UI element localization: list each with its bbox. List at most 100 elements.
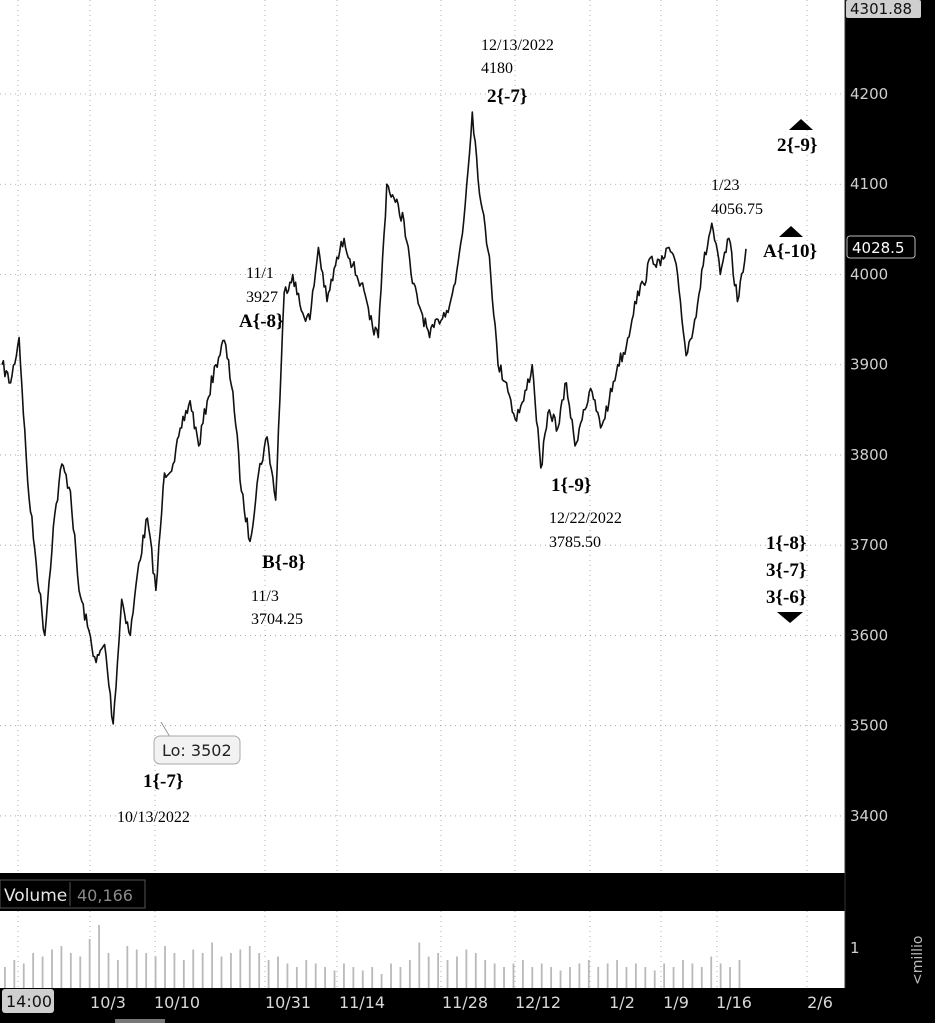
volume-bar	[625, 967, 628, 988]
volume-bar	[13, 960, 16, 988]
volume-bar	[295, 967, 298, 988]
volume-bar	[484, 960, 487, 988]
volume-bar	[248, 946, 251, 988]
volume-bar	[380, 974, 383, 988]
volume-bar	[390, 963, 392, 988]
volume-bar	[4, 967, 6, 988]
volume-bar	[587, 960, 590, 988]
volume-bar	[503, 967, 505, 988]
volume-bar	[361, 970, 364, 988]
volume-bar	[277, 956, 279, 988]
volume-bar	[117, 960, 119, 988]
volume-bar	[408, 960, 411, 988]
annotation-value: 3927	[246, 289, 278, 306]
volume-bar	[267, 960, 270, 988]
x-tick-label: 2/6	[807, 993, 833, 1012]
y-tick-label: 3500	[850, 717, 888, 735]
volume-unit-label: <millio	[910, 936, 926, 986]
volume-bar	[700, 967, 703, 988]
volume-bar	[644, 967, 647, 988]
x-tick-label: 10/31	[265, 993, 311, 1012]
price-plot-area	[0, 0, 845, 873]
annotation-date: 10/13/2022	[117, 809, 190, 826]
volume-bar	[192, 949, 195, 988]
y-tick-label: 3900	[850, 356, 888, 374]
volume-bar	[616, 960, 618, 988]
top-value-badge	[846, 0, 921, 18]
scroll-thumb[interactable]	[115, 1019, 165, 1023]
volume-bar	[173, 953, 176, 988]
volume-bar	[182, 960, 185, 988]
x-tick-label: 11/28	[442, 993, 488, 1012]
projection-label-3-7: 3{-7}	[766, 560, 806, 581]
volume-bar	[437, 953, 440, 988]
annotation-date: 11/3	[251, 588, 279, 605]
volume-bar	[606, 963, 609, 988]
last-price-badge	[846, 235, 916, 259]
volume-bar	[164, 946, 166, 988]
projection-label-2-9: 2{-9}	[777, 135, 817, 156]
volume-bar	[729, 967, 731, 988]
volume-bar	[682, 960, 684, 988]
volume-bar	[239, 949, 242, 988]
low-callout-text: Lo: 3502	[162, 741, 232, 760]
wave-label-a-8: A{-8}	[239, 311, 284, 332]
volume-bar	[79, 956, 82, 988]
volume-bar	[550, 967, 553, 988]
volume-bar	[51, 949, 53, 988]
volume-bar	[98, 925, 100, 988]
volume-bar	[672, 967, 675, 988]
volume-bar	[88, 939, 91, 988]
projection-label-a-10: A{-10}	[763, 241, 817, 262]
annotation-value: 3704.25	[251, 611, 303, 628]
volume-bar	[154, 956, 157, 988]
x-tick-label: 1/16	[716, 993, 752, 1012]
volume-label: Volume	[4, 886, 67, 906]
annotation-date: 12/13/2022	[481, 37, 554, 54]
volume-value: 40,166	[77, 886, 133, 905]
volume-bar	[135, 949, 138, 988]
volume-bar	[60, 946, 63, 988]
volume-bar	[531, 967, 534, 988]
volume-bar	[305, 960, 308, 988]
annotation-value: 4056.75	[711, 201, 763, 218]
x-tick-label: 1/9	[663, 993, 689, 1012]
projection-up-arrow	[779, 226, 803, 237]
low-callout-box	[153, 735, 241, 765]
annotation-date: 1/23	[711, 177, 739, 194]
y-tick-label: 3400	[850, 807, 888, 825]
timeframe-badge[interactable]	[2, 989, 54, 1013]
wave-label-1-7: 1{-7}	[143, 771, 183, 792]
volume-bar	[201, 953, 204, 988]
volume-bar	[663, 963, 666, 988]
volume-bar	[719, 963, 722, 988]
volume-bar	[286, 963, 289, 988]
volume-bar	[418, 942, 421, 988]
volume-bar	[22, 963, 25, 988]
volume-bar	[314, 963, 317, 988]
volume-bar	[634, 963, 637, 988]
volume-bar	[220, 956, 223, 988]
volume-bar	[493, 963, 496, 988]
volume-bar	[578, 963, 581, 988]
volume-bar	[446, 960, 449, 988]
annotation-value: 4180	[481, 60, 513, 77]
wave-label-1-9: 1{-9}	[551, 475, 591, 496]
volume-bar	[333, 970, 336, 988]
volume-bar	[465, 949, 468, 988]
wave-label-b-8: B{-8}	[262, 552, 305, 573]
price-series-line	[1, 111, 747, 725]
volume-bar	[521, 960, 524, 988]
volume-bar	[540, 963, 543, 988]
volume-bar	[512, 963, 515, 988]
y-tick-label: 3800	[850, 446, 888, 464]
volume-bar	[324, 967, 327, 988]
projection-down-arrow	[777, 612, 803, 623]
projection-label-1-8: 1{-8}	[766, 533, 806, 554]
volume-bar	[691, 963, 694, 988]
volume-bar	[597, 967, 600, 988]
volume-bar	[145, 953, 148, 988]
volume-header	[0, 879, 146, 909]
